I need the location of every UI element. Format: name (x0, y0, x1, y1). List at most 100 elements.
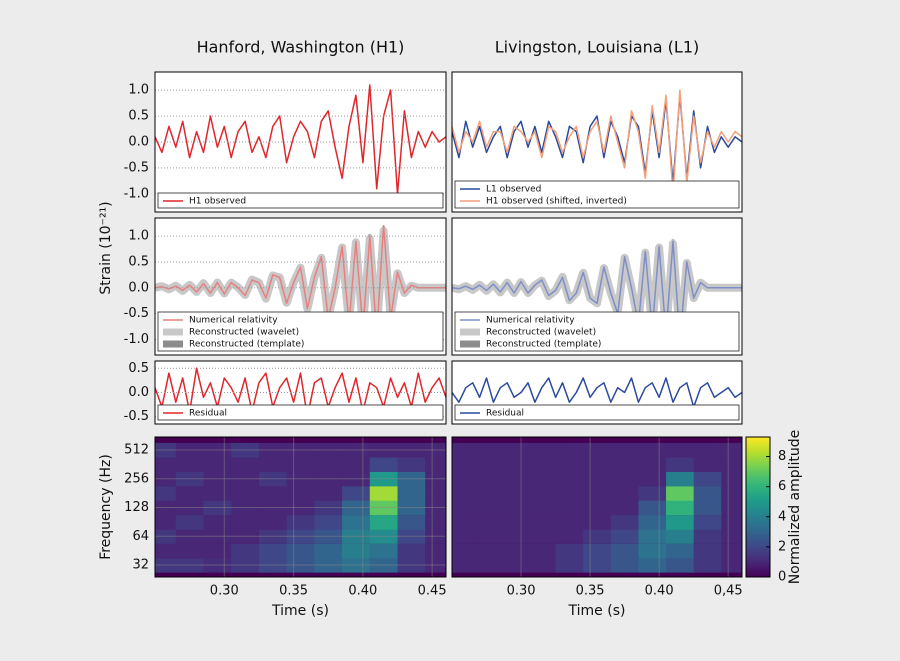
panel-title: Livingston, Louisiana (L1) (495, 38, 699, 57)
plot-content (452, 239, 742, 341)
colorbar-strip (746, 481, 770, 484)
heatmap-cell (258, 486, 288, 501)
plot-frame (154, 71, 447, 213)
heatmap-cell (452, 442, 474, 458)
heatmap-cell (342, 543, 371, 559)
heatmap-cell (500, 471, 529, 487)
heatmap-cell (638, 529, 667, 544)
heatmap-cell (452, 557, 474, 573)
heatmap-cell (638, 543, 667, 559)
colorbar-strip (746, 462, 770, 466)
heatmap-cell (314, 457, 343, 472)
colorbar-strip (746, 441, 770, 445)
heatmap-cell (203, 515, 232, 530)
y-tick-label: 1.0 (128, 83, 149, 98)
colorbar-strip (746, 537, 770, 540)
heatmap-cell (203, 486, 232, 501)
heatmap-cell (314, 486, 343, 501)
heatmap-cell (452, 471, 474, 487)
colorbar-strip (746, 471, 770, 475)
heatmap-cell (425, 457, 446, 472)
legend-swatch (460, 340, 480, 348)
plot-content (155, 225, 446, 340)
colorbar-strip (746, 574, 770, 578)
heatmap-cell (721, 500, 742, 516)
x-tick-label: 0.45 (418, 584, 447, 599)
heatmap-cell (286, 486, 315, 501)
colorbar-strip (746, 446, 770, 449)
x-tick-label: 0.40 (348, 584, 377, 599)
heatmap-cell (397, 515, 426, 530)
colorbar-strip (746, 476, 770, 480)
heatmap-cell (610, 442, 639, 458)
heatmap-cell (583, 543, 612, 559)
heatmap-cell (666, 471, 695, 487)
colorbar-strip (746, 457, 770, 461)
colorbar-strip (746, 523, 770, 526)
heatmap-cell (342, 515, 371, 530)
heatmap-cell (610, 486, 639, 501)
legend-label: Numerical relativity (189, 316, 278, 326)
colorbar-strip (746, 548, 770, 552)
x-tick-label: 0.35 (279, 584, 308, 599)
legend-label: Reconstructed (wavelet) (189, 328, 299, 338)
heatmap-cell (472, 500, 501, 516)
heatmap-cell (472, 515, 501, 530)
heatmap-cell (472, 557, 501, 573)
x-tick-label: 0.30 (507, 584, 536, 599)
heatmap-cell (555, 471, 584, 487)
heatmap-cell (638, 486, 667, 501)
heatmap-cell (155, 543, 177, 559)
colorbar-strip (746, 499, 770, 503)
legend-label: Reconstructed (template) (486, 340, 601, 350)
x-tick-label: 0.30 (210, 584, 239, 599)
legend-swatch (460, 328, 480, 336)
heatmap-cell (452, 515, 474, 530)
colorbar-strip (746, 525, 770, 529)
legend-box (454, 404, 740, 421)
legend-label: Residual (189, 409, 227, 419)
heatmap-cell (610, 529, 639, 544)
heatmap-cell (527, 543, 557, 559)
heatmap-cell (397, 486, 426, 501)
heatmap-cell (555, 529, 584, 544)
y-tick-label: 0.0 (128, 135, 149, 150)
plot-frame (154, 217, 447, 356)
colorbar-label: Normalized amplitude (787, 430, 803, 585)
heatmap-cell (452, 500, 474, 516)
heatmap-cell (425, 486, 446, 501)
legend-box (157, 311, 444, 352)
heatmap-cell (721, 529, 742, 544)
legend-label: Reconstructed (wavelet) (486, 328, 596, 338)
heatmap-cell (583, 486, 612, 501)
heatmap-cell (472, 486, 501, 501)
heatmap-cell (693, 500, 722, 516)
legend-label: L1 observed (486, 185, 541, 195)
legend-box (454, 311, 740, 352)
heatmap-cell (610, 557, 639, 573)
heatmap-cell (155, 486, 177, 501)
heatmap-cell (231, 543, 260, 559)
plot-frame (451, 217, 743, 356)
heatmap-cell (286, 543, 315, 559)
heatmap-cell (583, 442, 612, 458)
plot-content (155, 437, 446, 577)
heatmap-cell (555, 486, 584, 501)
colorbar-strip (746, 560, 770, 564)
heatmap-cell (527, 457, 557, 472)
heatmap-cell (721, 442, 742, 458)
y-tick-label: 0.0 (128, 385, 149, 400)
colorbar-strip (746, 453, 770, 456)
colorbar-strip (746, 443, 770, 447)
legend-swatch (163, 328, 183, 336)
heatmap-cell (610, 457, 639, 472)
plot-frame (451, 71, 743, 213)
heatmap-cell (721, 486, 742, 501)
heatmap-cell (500, 442, 529, 458)
colorbar-strip (746, 497, 770, 501)
heatmap-cell (500, 557, 529, 573)
heatmap-cell (500, 500, 529, 516)
heatmap-cell (638, 500, 667, 516)
colorbar-strip (746, 436, 770, 440)
heatmap-cell (286, 457, 315, 472)
